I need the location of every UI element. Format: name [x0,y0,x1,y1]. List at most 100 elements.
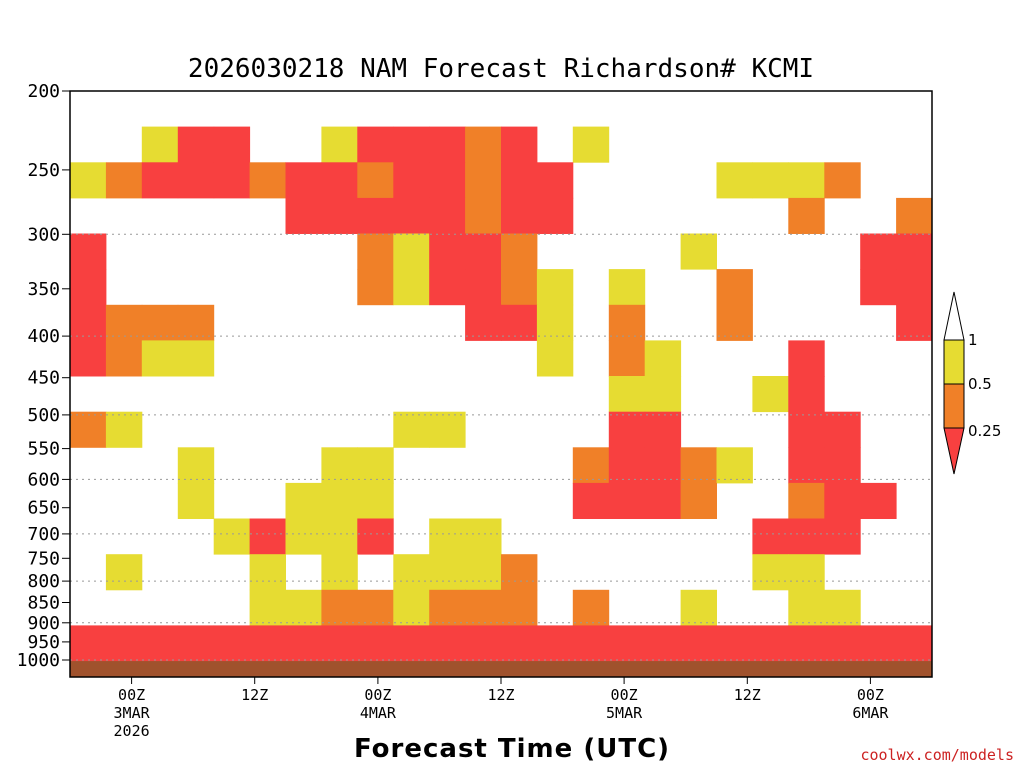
heatmap-cell [429,269,466,306]
heatmap-cell [357,233,394,270]
heatmap-cell [788,482,825,519]
heatmap-cell [572,482,610,519]
heatmap-cell [788,447,825,484]
x-tick-label: 00Z [118,686,145,704]
heatmap-cell [465,625,502,662]
heatmap-cell [752,518,789,555]
heatmap-cell [644,447,682,484]
heatmap-cell [141,126,179,163]
heatmap-cell [357,518,394,555]
heatmap-cell [680,233,717,270]
heatmap-cell [285,518,322,555]
heatmap-cell [824,447,861,484]
legend-label: 0.25 [968,422,1001,440]
x-tick-label: 5MAR [606,704,643,722]
heatmap-cell [896,625,933,662]
heatmap-cell [70,162,107,199]
heatmap-cell [824,518,861,555]
heatmap-cell [716,269,753,306]
heatmap-cell [70,233,107,270]
heatmap-cell [429,625,466,662]
heatmap-cell [429,411,466,448]
heatmap-cell [608,482,646,519]
heatmap-cell [536,625,574,662]
heatmap-cell [357,269,394,306]
heatmap-cell [285,625,322,662]
heatmap-cell [608,269,646,306]
x-tick-label: 12Z [487,686,514,704]
heatmap-cell [788,197,825,234]
heatmap-cell [249,518,286,555]
heatmap-cell [824,482,861,519]
heatmap-cell [321,447,358,484]
heatmap-cell [357,126,394,163]
heatmap-cell [608,411,646,448]
y-tick-label: 400 [27,326,60,347]
y-tick-label: 550 [27,439,60,460]
heatmap-cell [608,376,646,413]
heatmap-cell [536,269,574,306]
heatmap-cell [70,269,107,306]
y-tick-label: 300 [27,224,60,245]
heatmap-cell [572,589,610,626]
heatmap-cell [393,269,430,306]
x-tick-label: 12Z [241,686,268,704]
heatmap-cell [644,411,682,448]
heatmap-cell [788,376,825,413]
legend-label: 1 [968,331,978,349]
heatmap-cell [321,589,358,626]
heatmap-cell [465,518,502,555]
legend-swatch-above-1 [943,291,965,341]
heatmap-cell [860,482,897,519]
heatmap-cell [860,233,897,270]
heatmap-cell [285,197,322,234]
heatmap-cell [70,411,107,448]
heatmap-cell [213,162,251,199]
heatmap-cell [465,162,502,199]
heatmap-cell [896,304,933,341]
heatmap-cell [680,447,717,484]
heatmap-cell [860,625,897,662]
heatmap-cell [752,625,789,662]
heatmap-cell [141,340,179,377]
legend: 1 0.5 0.25 [943,291,1001,475]
heatmap-cell [465,269,502,306]
heatmap-cell [285,482,322,519]
heatmap-cell [177,162,215,199]
heatmap-cell [357,589,394,626]
heatmap-cell [536,304,574,341]
heatmap-cell [393,589,430,626]
x-tick-label: 4MAR [360,704,397,722]
heatmap-cell [177,340,215,377]
heatmap-cell [70,340,107,377]
heatmap-cell [896,269,933,306]
heatmap-cell [249,554,286,591]
heatmap-cell [285,589,322,626]
heatmap-cell [393,197,430,234]
heatmap-cell [536,340,574,377]
heatmap-cell [393,554,430,591]
heatmap-cell [141,162,179,199]
heatmap-cell [752,554,789,591]
heatmap-cell [249,625,286,662]
credit-text: coolwx.com/models [860,746,1014,764]
heatmap-cell [644,482,682,519]
y-tick-label: 350 [27,279,60,300]
y-tick-label: 650 [27,498,60,519]
heatmap-cell [213,625,251,662]
heatmap-cell [321,554,358,591]
heatmap-cell [501,554,538,591]
heatmap-cell [177,482,215,519]
heatmap-cell [788,411,825,448]
heatmap-cell [824,162,861,199]
heatmap-cell [429,126,466,163]
x-tick-label: 00Z [857,686,884,704]
heatmap-cell [824,625,861,662]
heatmap-cell [321,126,358,163]
richardson-cells [70,126,933,662]
heatmap-cell [357,197,394,234]
heatmap-cell [321,625,358,662]
heatmap-cell [429,518,466,555]
heatmap-cell [105,554,143,591]
